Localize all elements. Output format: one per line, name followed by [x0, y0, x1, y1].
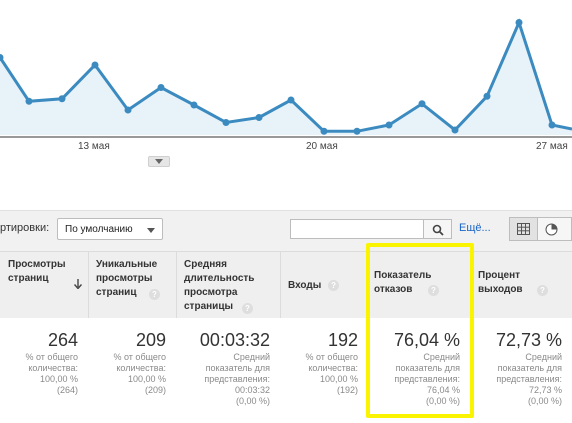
pie-view-button[interactable]	[538, 218, 565, 240]
total-subtext-bounce-rate: Средний показатель для представления: 76,04…	[394, 352, 460, 406]
column-header-entrances[interactable]: Входы ?	[280, 251, 366, 317]
caret-down-icon	[147, 228, 155, 233]
help-icon[interactable]: ?	[428, 285, 439, 296]
chart-data-point[interactable]	[222, 119, 230, 126]
chart-data-point[interactable]	[190, 101, 198, 109]
chart-data-point[interactable]	[353, 127, 361, 135]
help-icon[interactable]: ?	[149, 289, 160, 300]
chart-data-point[interactable]	[287, 96, 295, 104]
column-header-bounce-rate[interactable]: Показатель отказов ?	[366, 251, 470, 317]
total-value-pageviews: 264	[47, 330, 78, 350]
chart-data-point[interactable]	[58, 95, 66, 103]
table-view-button[interactable]	[510, 218, 538, 240]
x-tick-label-20: 20 мая	[306, 141, 338, 152]
help-icon[interactable]: ?	[537, 285, 548, 296]
sort-label: ртировки:	[0, 222, 50, 234]
column-header-label: Процент выходов	[478, 270, 523, 295]
chart-data-point[interactable]	[418, 100, 426, 108]
total-value-unique-pageviews: 209	[135, 330, 166, 350]
chart-data-point[interactable]	[91, 61, 99, 69]
total-subtext-unique-pageviews: % от общего количества: 100,00 % (209)	[113, 352, 167, 395]
column-header-unique-pageviews[interactable]: Уникальные просмотры страниц ?	[88, 251, 176, 317]
chart-data-point[interactable]	[548, 121, 556, 129]
chart-collapse-toggle[interactable]	[148, 156, 170, 167]
total-value-exit-rate: 72,73 %	[495, 330, 562, 350]
total-subtext-pageviews: % от общего количества: 100,00 % (264)	[25, 352, 79, 395]
chart-data-point[interactable]	[124, 106, 132, 114]
total-value-bounce-rate: 76,04 %	[393, 330, 460, 350]
chart-data-point[interactable]	[483, 92, 491, 100]
search-input[interactable]	[290, 219, 424, 239]
help-icon[interactable]: ?	[328, 279, 340, 291]
sort-select[interactable]: По умолчанию	[57, 218, 163, 240]
column-header-label: Уникальные просмотры страниц	[96, 259, 158, 298]
line-chart	[0, 18, 572, 138]
search-button[interactable]	[424, 219, 452, 239]
column-header-label: Показатель отказов	[374, 270, 432, 295]
column-header-label: Входы	[288, 280, 322, 291]
chart-data-point[interactable]	[255, 114, 263, 121]
pie-chart-icon	[545, 223, 558, 236]
help-icon[interactable]: ?	[242, 303, 253, 314]
grid-icon	[517, 223, 530, 235]
total-value-avg-time: 00:03:32	[199, 330, 270, 350]
sort-select-value: По умолчанию	[65, 224, 133, 235]
more-link[interactable]: Ещё...	[459, 222, 491, 234]
chart-data-point[interactable]	[515, 19, 523, 26]
chart-data-point[interactable]	[157, 84, 165, 91]
chart-data-point[interactable]	[451, 126, 459, 134]
total-subtext-avg-time: Средний показатель для представления: 00:03…	[204, 352, 270, 406]
x-tick-label-27: 27 мая	[536, 141, 568, 152]
chart-area-fill	[0, 22, 572, 135]
chart-data-point[interactable]	[320, 127, 328, 135]
chart-data-point[interactable]	[385, 121, 393, 129]
total-value-entrances: 192	[327, 330, 358, 350]
column-header-exit-rate[interactable]: Процент выходов ?	[470, 251, 572, 317]
total-subtext-exit-rate: Средний показатель для представления: 72,73…	[496, 352, 562, 406]
view-switcher	[509, 217, 572, 241]
search-icon	[432, 224, 444, 236]
chart-data-point[interactable]	[0, 54, 4, 61]
totals-row	[0, 318, 572, 423]
sort-descending-icon	[74, 279, 82, 289]
chart-data-point[interactable]	[25, 97, 33, 105]
x-tick-label-13: 13 мая	[78, 141, 110, 152]
highlight-box	[366, 243, 474, 418]
column-header-label: Просмотры страниц	[8, 259, 66, 284]
column-header-label: Средняя длительность просмотра страницы	[184, 259, 255, 312]
total-subtext-entrances: % от общего количества: 100,00 % (192)	[305, 352, 359, 395]
column-header-avg-time[interactable]: Средняя длительность просмотра страницы …	[176, 251, 280, 317]
chevron-down-icon	[155, 159, 163, 164]
column-header-pageviews[interactable]: Просмотры страниц	[0, 251, 88, 317]
